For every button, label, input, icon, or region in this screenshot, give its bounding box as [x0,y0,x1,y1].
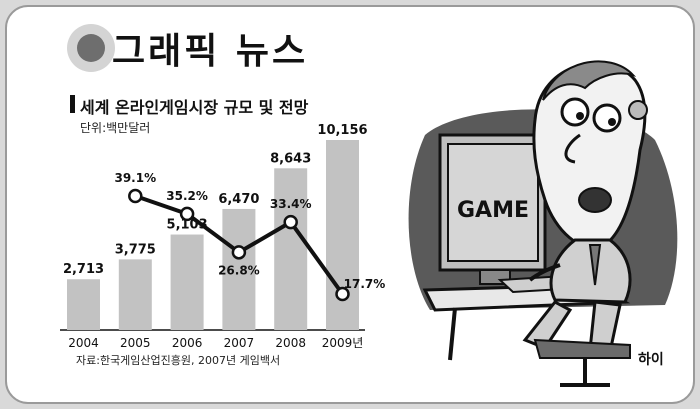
bar-value-label: 3,775 [115,242,156,257]
growth-value-label: 33.4% [270,197,312,211]
unit-note: 단위:백만달러 [80,121,151,135]
bar-2009년 [326,140,359,330]
bar-value-label: 10,156 [317,123,367,138]
growth-marker [283,214,298,230]
bar-2006 [170,234,204,330]
bar-value-label: 2,713 [63,262,104,277]
bar-2008 [274,168,308,330]
chart-title: 세계 온라인게임시장 규모 및 전망 [80,98,309,117]
growth-value-label: 26.8% [218,263,260,277]
growth-marker [179,206,195,222]
growth-value-label: 17.7% [344,277,386,291]
bar-value-label: 8,643 [270,151,311,166]
x-tick-label: 2009년 [322,336,364,350]
bar-2005 [118,259,152,330]
growth-value-label: 39.1% [114,171,156,185]
growth-value-label: 35.2% [166,189,208,203]
source-note: 자료:한국게임산업진흥원, 2007년 게임백서 [76,354,281,367]
chart-title-marker [70,95,75,113]
header-title: 그래픽 뉴스 [112,31,309,72]
bar-value-label: 6,470 [218,192,259,207]
bar-2007 [222,208,256,330]
bar-2004 [67,279,100,330]
x-tick-label: 2008 [275,336,306,350]
x-tick-label: 2005 [120,336,151,350]
header-logo-icon [67,24,115,72]
monitor-text: GAME [457,198,529,223]
artist-signature: 하이 [638,352,664,368]
growth-marker [335,286,350,302]
x-tick-label: 2006 [172,336,203,350]
growth-marker [128,188,143,204]
x-tick-label: 2004 [68,336,99,350]
gamer-illustration: GAME [408,60,678,387]
monitor [438,133,547,285]
growth-marker [231,245,247,260]
x-tick-label: 2007 [224,336,255,350]
